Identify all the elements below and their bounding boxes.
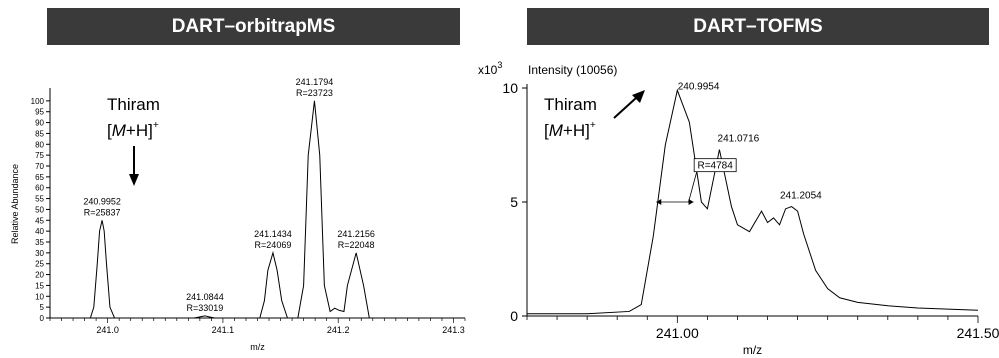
y-tick-label: 30 [35, 249, 44, 258]
x-tick-label: 241.00 [656, 325, 699, 341]
y-tick-label: 90 [35, 119, 44, 128]
peak-mz-label: 241.1434 [254, 229, 292, 239]
fwhm-right-arrow-icon [688, 199, 694, 205]
peak-mz-label: 241.0716 [718, 134, 760, 145]
peak-mz-label: 241.2156 [337, 229, 375, 239]
x-tick-label: 241.0 [96, 325, 119, 335]
spectrum-line [527, 88, 979, 315]
y-tick-label: 10 [502, 80, 518, 96]
x-tick-label: 241.2 [327, 325, 350, 335]
x-tick-label: 241.3 [442, 325, 465, 335]
y-scale-label: x103 [478, 60, 502, 77]
resolution-box-label: R=4784 [698, 161, 734, 172]
arrow-up-right-icon [613, 97, 637, 119]
y-tick-label: 50 [35, 205, 44, 214]
peak-resolution-label: R=22048 [338, 240, 375, 250]
y-tick-label: 95 [35, 108, 44, 117]
y-tick-label: 60 [35, 184, 44, 193]
arrow-head-icon [632, 90, 645, 103]
y-tick-label: 0 [510, 308, 518, 324]
y-tick-label: 85 [35, 129, 44, 138]
y-tick-label: 45 [35, 216, 44, 225]
fwhm-left-arrow-icon [656, 199, 662, 205]
peak-mz-label: 241.2054 [780, 191, 822, 202]
peak-resolution-label: R=33019 [187, 303, 224, 313]
y-tick-label: 20 [35, 271, 44, 280]
x-axis-label: m/z [743, 343, 762, 357]
resolution-leader-line [688, 172, 697, 203]
x-tick-label: 241.50 [957, 325, 999, 341]
y-tick-label: 25 [35, 260, 44, 269]
x-tick-label: 241.1 [212, 325, 235, 335]
peak-resolution-label: R=25837 [84, 207, 121, 217]
y-tick-label: 65 [35, 173, 44, 182]
peak-mz-label: 241.0844 [186, 292, 224, 302]
y-tick-label: 40 [35, 227, 44, 236]
peak-mz-label: 240.9954 [678, 81, 720, 92]
x-axis-label: m/z [250, 342, 265, 352]
y-axis-label: Intensity (10056) [528, 63, 617, 77]
spectrum-line [50, 100, 465, 319]
tof-ion-label: [M+H]+ [544, 120, 596, 140]
peak-resolution-label: R=24069 [255, 240, 292, 250]
peak-mz-label: 241.1794 [296, 77, 334, 87]
y-tick-label: 55 [35, 195, 44, 204]
resolution-box [693, 158, 737, 173]
tof-compound-label: Thiram [544, 95, 597, 114]
orbitrap-ion-label: [M+H]+ [107, 120, 159, 140]
y-tick-label: 0 [40, 314, 45, 323]
orbitrap-chart-title: DART–orbitrapMS [47, 8, 460, 45]
y-axis-label: Relative Abundance [10, 164, 20, 244]
y-tick-label: 80 [35, 140, 44, 149]
y-tick-label: 75 [35, 151, 44, 160]
tof-chart-title: DART–TOFMS [527, 8, 989, 45]
y-tick-label: 15 [35, 281, 44, 290]
peak-resolution-label: R=23723 [296, 88, 333, 98]
y-tick-label: 10 [35, 292, 44, 301]
y-tick-label: 5 [510, 194, 518, 210]
orbitrap-compound-label: Thiram [107, 95, 160, 114]
arrow-head-icon [129, 174, 139, 186]
y-tick-label: 35 [35, 238, 44, 247]
peak-mz-label: 240.9952 [83, 196, 121, 206]
y-tick-label: 70 [35, 162, 44, 171]
y-tick-label: 5 [40, 303, 45, 312]
y-tick-label: 100 [31, 97, 45, 106]
